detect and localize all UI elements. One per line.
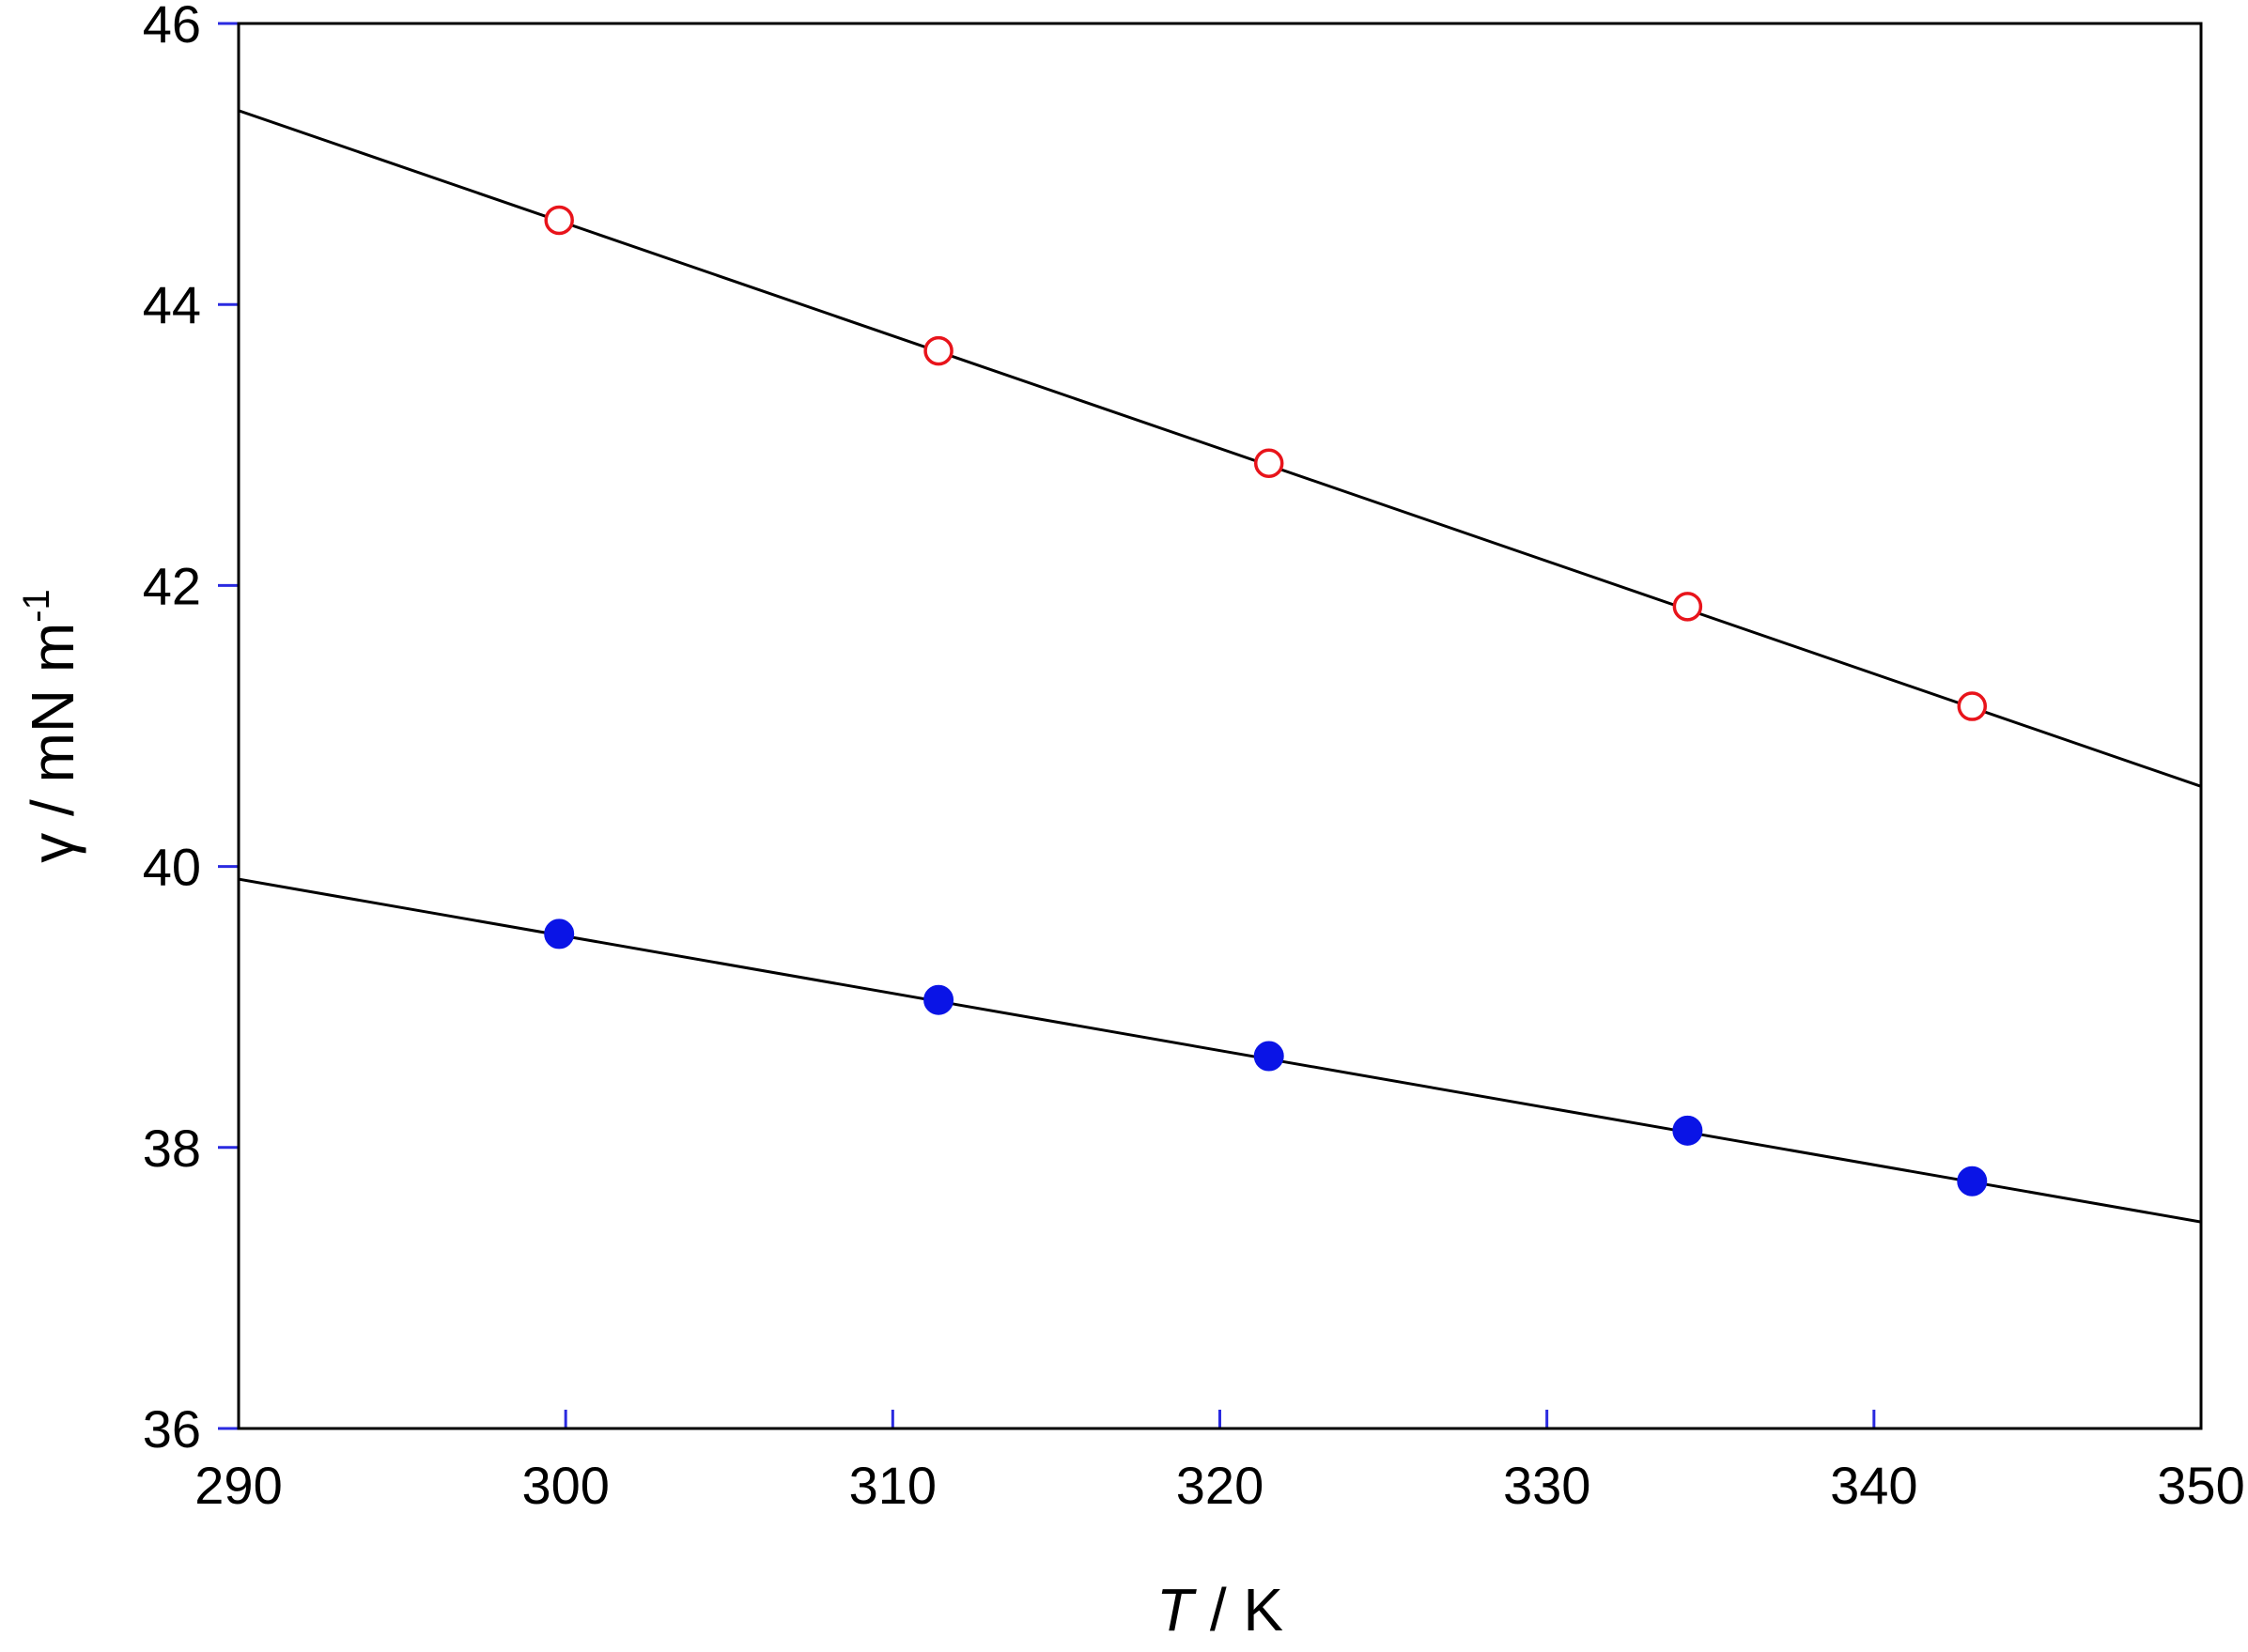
data-point-series-1-0 — [544, 919, 575, 950]
tick-marks — [218, 22, 2203, 1430]
x-tick-label: 350 — [2157, 1456, 2244, 1515]
y-tick-label: 46 — [143, 0, 201, 54]
data-point-series-1-1 — [923, 984, 954, 1015]
y-axis-title: γ / mN m-1 — [16, 589, 86, 863]
x-tick-label: 290 — [194, 1456, 282, 1515]
y-tick-label: 38 — [143, 1119, 201, 1178]
data-point-series-0-2 — [1253, 448, 1284, 478]
x-tick-labels: 290 300 310 320 330 340 350 — [194, 1456, 2244, 1515]
y-tick-label: 42 — [143, 556, 201, 615]
x-tick-label: 310 — [849, 1456, 937, 1515]
x-axis-symbol: T — [1156, 1576, 1197, 1644]
y-tick-label: 44 — [143, 275, 201, 334]
fit-lines — [238, 109, 2202, 1224]
x-tick-label: 300 — [521, 1456, 609, 1515]
fit-line-series-1 — [238, 877, 2202, 1224]
x-tick-label: 340 — [1830, 1456, 1917, 1515]
y-axis-symbol: γ — [19, 833, 86, 863]
data-point-series-0-4 — [1957, 691, 1988, 721]
data-point-series-0-1 — [923, 335, 953, 366]
plot-frame — [237, 22, 2203, 1430]
x-tick-label: 330 — [1503, 1456, 1590, 1515]
x-tick-label: 320 — [1176, 1456, 1264, 1515]
data-points — [544, 205, 1988, 1197]
data-point-series-0-3 — [1672, 592, 1703, 622]
x-axis-unit: / K — [1193, 1576, 1283, 1644]
data-point-series-1-3 — [1672, 1115, 1703, 1146]
y-axis-unit-exponent: -1 — [16, 589, 57, 623]
y-axis-unit: / mN m — [19, 623, 86, 833]
x-axis-title: T / K — [1156, 1576, 1283, 1644]
y-tick-labels: 36 38 40 42 44 46 — [143, 0, 201, 1459]
y-tick-label: 36 — [143, 1399, 201, 1459]
data-point-series-1-2 — [1253, 1041, 1284, 1072]
data-point-series-0-0 — [544, 205, 574, 236]
fit-line-series-0 — [238, 109, 2202, 788]
data-point-series-1-4 — [1957, 1166, 1988, 1197]
y-tick-label: 40 — [143, 838, 201, 897]
